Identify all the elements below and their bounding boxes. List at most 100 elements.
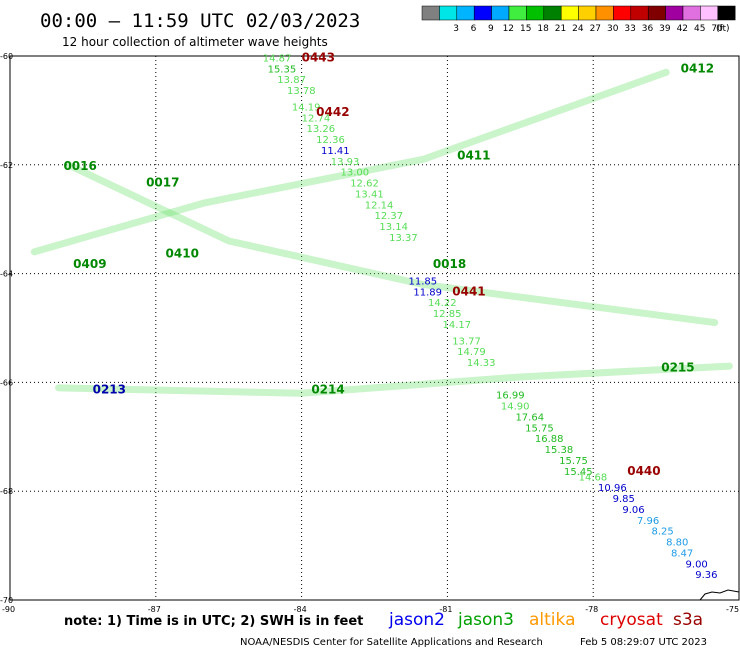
wave-height-value: 13.00 <box>340 168 369 179</box>
footer-timestamp: Feb 5 08:29:07 UTC 2023 <box>580 637 707 648</box>
wave-height-value: 13.87 <box>277 75 306 86</box>
satellite-tracks <box>30 68 733 397</box>
wave-height-value: 8.25 <box>652 527 674 538</box>
colorbar-swatch <box>473 5 492 21</box>
colorbar-unit: (ft) <box>716 24 730 34</box>
colorbar-tick-label: 24 <box>572 24 584 34</box>
satellite-legend: jason2 jason3 altika cryosat s3a <box>388 610 703 630</box>
wave-height-value: 11.85 <box>409 276 438 287</box>
track-trail <box>64 161 719 327</box>
wave-height-value: 14.22 <box>428 298 457 309</box>
pass-label: 0213 <box>93 382 126 396</box>
wave-height-value: 15.38 <box>545 445 574 456</box>
wave-height-value: 13.26 <box>306 124 335 135</box>
pass-label: 0410 <box>166 246 199 260</box>
wave-height-value: 13.37 <box>389 233 418 244</box>
pass-label: 0440 <box>627 464 660 478</box>
wave-height-value: 9.85 <box>613 494 635 505</box>
wave-height-value: 13.78 <box>287 86 316 97</box>
lat-tick-label: -60 <box>0 52 13 61</box>
wave-height-value: 8.47 <box>671 548 693 559</box>
wave-height-value: 15.45 <box>564 467 593 478</box>
colorbar: 3 6 9 12 15 18 21 24 27 30 33 36 39 42 45 70(ft) <box>421 5 736 34</box>
colorbar-swatch <box>630 5 649 21</box>
legend-cryosat: cryosat <box>600 610 663 630</box>
wave-height-value: 12.37 <box>375 211 404 222</box>
colorbar-tick-label: 3 <box>453 24 459 34</box>
pass-label: 0412 <box>681 61 714 75</box>
lon-tick-label: -81 <box>439 605 452 614</box>
colorbar-swatch <box>700 5 719 21</box>
wave-height-value: 17.64 <box>515 412 544 423</box>
wave-height-value: 12.62 <box>350 179 379 190</box>
wave-height-value: 13.41 <box>355 189 384 200</box>
wave-height-value: 16.88 <box>535 434 564 445</box>
colorbar-swatch <box>665 5 684 21</box>
pass-label: 0018 <box>433 257 466 271</box>
lat-tick-label: -64 <box>0 270 13 279</box>
pass-label: 0441 <box>452 284 485 298</box>
wave-height-value: 15.35 <box>268 64 297 75</box>
wave-height-value: 14.19 <box>292 102 321 113</box>
lat-tick-label: -62 <box>0 161 13 170</box>
wave-height-value: 15.75 <box>525 423 554 434</box>
pass-label: 0016 <box>63 159 96 173</box>
colorbar-tick-label: 18 <box>537 24 549 34</box>
track-trail <box>30 68 670 256</box>
wave-height-value: 14.68 <box>579 472 608 483</box>
lon-tick-label: -78 <box>585 605 598 614</box>
colorbar-tick-label: 30 <box>607 24 619 34</box>
colorbar-swatch <box>560 5 579 21</box>
axis-labels: -60 -62 -64 -66 -68 -70-90 -87 -84 -81 -78 -75 <box>0 52 739 614</box>
wave-height-value: 14.17 <box>443 320 472 331</box>
legend-jason3: jason3 <box>457 610 514 630</box>
colorbar-swatch <box>456 5 475 21</box>
wave-height-value: 12.14 <box>365 200 394 211</box>
wave-height-value: 12.74 <box>302 113 331 124</box>
colorbar-tick-label: 45 <box>694 24 705 34</box>
pass-label: 0409 <box>73 257 106 271</box>
colorbar-swatch <box>543 5 562 21</box>
wave-height-value: 14.33 <box>467 358 496 369</box>
wave-height-value: 10.96 <box>598 483 627 494</box>
colorbar-swatch <box>439 5 458 21</box>
lat-lon-grid <box>10 56 739 600</box>
legend-altika: altika <box>529 610 576 630</box>
colorbar-tick-label: 27 <box>590 24 601 34</box>
legend-note: note: 1) Time is in UTC; 2) SWH is in fe… <box>64 614 363 629</box>
wave-height-value: 11.89 <box>413 287 442 298</box>
wave-height-value: 14.79 <box>457 347 486 358</box>
wave-height-value: 11.41 <box>321 146 350 157</box>
colorbar-swatch <box>613 5 632 21</box>
wave-height-value: 13.14 <box>379 222 408 233</box>
colorbar-tick-label: 33 <box>624 24 635 34</box>
map-title: 00:00 – 11:59 UTC 02/03/2023 <box>40 10 360 32</box>
pass-label: 0411 <box>457 148 490 162</box>
colorbar-swatch <box>508 5 527 21</box>
wave-height-value: 13.93 <box>331 157 360 168</box>
colorbar-tick-label: 36 <box>642 24 654 34</box>
lon-tick-label: -75 <box>726 605 739 614</box>
pass-label: 0215 <box>661 361 694 375</box>
wave-height-value: 9.36 <box>695 570 717 581</box>
pass-label: 0442 <box>316 105 349 119</box>
colorbar-swatch <box>595 5 614 21</box>
wave-height-value: 15.75 <box>559 456 588 467</box>
colorbar-swatch <box>526 5 545 21</box>
plot-frame <box>9 55 740 601</box>
colorbar-tick-label: 9 <box>488 24 494 34</box>
wave-height-value: 14.87 <box>263 53 292 64</box>
wave-height-value: 7.96 <box>637 516 659 527</box>
wave-height-value: 14.90 <box>501 402 530 413</box>
pass-label: 0443 <box>302 50 335 64</box>
lon-tick-label: -84 <box>294 605 307 614</box>
lat-tick-label: -70 <box>0 596 13 605</box>
colorbar-swatch <box>682 5 701 21</box>
legend-s3a: s3a <box>673 610 703 630</box>
pass-label: 0214 <box>311 382 344 396</box>
wave-height-value: 13.77 <box>452 336 481 347</box>
colorbar-tick-label: 6 <box>471 24 477 34</box>
